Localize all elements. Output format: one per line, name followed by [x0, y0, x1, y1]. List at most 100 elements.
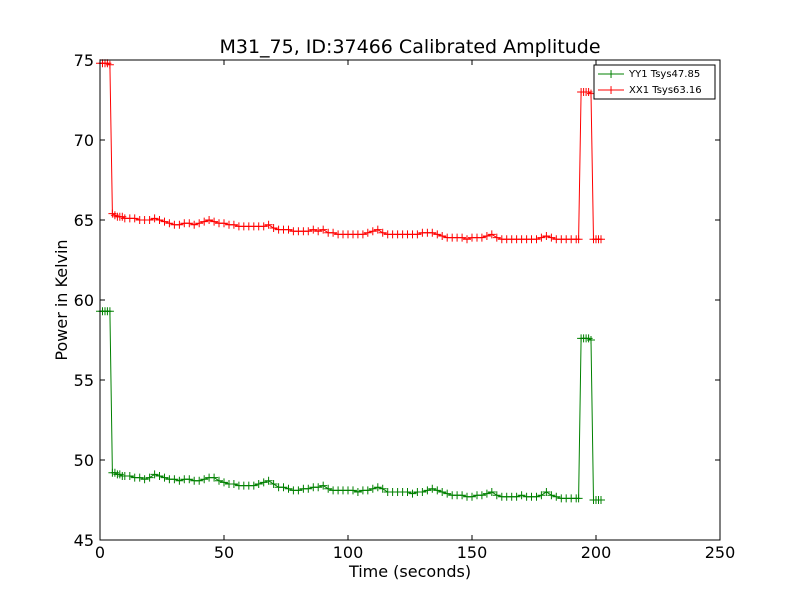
data-point-yy1: [150, 470, 159, 479]
data-point-xx1: [413, 230, 422, 239]
series-markers-xx1: [96, 59, 605, 244]
data-point-yy1: [403, 488, 412, 496]
data-point-yy1: [443, 489, 452, 498]
data-point-xx1: [597, 235, 605, 244]
data-point-yy1: [135, 473, 144, 482]
data-point-xx1: [105, 60, 114, 69]
y-tick-label: 65: [74, 211, 94, 230]
data-point-xx1: [155, 216, 164, 224]
data-point-yy1: [175, 476, 184, 485]
data-point-xx1: [160, 217, 169, 226]
data-point-xx1: [319, 225, 328, 234]
data-point-yy1: [368, 484, 377, 493]
y-tick-label: 70: [74, 131, 94, 150]
data-point-yy1: [294, 486, 303, 495]
x-tick-label: 50: [214, 543, 234, 562]
data-point-xx1: [269, 224, 278, 232]
data-point-yy1: [170, 475, 179, 484]
data-point-xx1: [205, 216, 214, 224]
data-point-xx1: [190, 220, 199, 229]
data-point-yy1: [324, 484, 333, 493]
data-point-yy1: [140, 475, 149, 484]
data-point-xx1: [284, 225, 293, 234]
y-tick-label: 45: [74, 531, 94, 550]
data-point-yy1: [145, 473, 154, 482]
chart-title: M31_75, ID:37466 Calibrated Amplitude: [219, 36, 600, 58]
data-point-xx1: [482, 232, 491, 240]
data-point-yy1: [353, 488, 362, 496]
data-point-xx1: [185, 219, 194, 228]
x-axis: 0 50 100 150 200 250: [95, 60, 735, 562]
data-point-xx1: [477, 233, 486, 242]
data-point-xx1: [145, 216, 154, 224]
data-point-xx1: [463, 235, 471, 244]
data-point-yy1: [264, 476, 273, 485]
plot-area: [100, 60, 720, 540]
data-point-yy1: [279, 483, 288, 492]
data-point-xx1: [433, 230, 442, 239]
data-point-yy1: [433, 486, 442, 495]
data-point-yy1: [249, 481, 258, 490]
data-point-xx1: [363, 228, 372, 237]
data-point-xx1: [542, 232, 551, 240]
data-point-yy1: [349, 486, 357, 495]
data-point-yy1: [125, 472, 134, 480]
data-point-yy1: [195, 476, 204, 485]
y-tick-label: 60: [74, 291, 94, 310]
data-point-xx1: [259, 222, 268, 231]
x-tick-label: 200: [581, 543, 612, 562]
data-point-xx1: [175, 220, 184, 229]
data-point-yy1: [160, 473, 169, 482]
data-point-xx1: [165, 219, 174, 228]
data-point-yy1: [259, 478, 268, 487]
data-point-yy1: [547, 491, 556, 500]
data-point-xx1: [428, 228, 437, 237]
data-point-xx1: [220, 219, 228, 228]
data-point-yy1: [468, 492, 476, 501]
data-point-xx1: [210, 217, 219, 226]
x-tick-label: 250: [705, 543, 736, 562]
data-point-yy1: [229, 480, 238, 488]
data-point-yy1: [304, 484, 313, 493]
series-layer: [96, 59, 605, 504]
data-point-yy1: [185, 475, 194, 484]
x-axis-label: Time (seconds): [348, 562, 471, 581]
data-point-yy1: [487, 488, 496, 496]
data-point-yy1: [517, 491, 526, 500]
data-point-yy1: [319, 481, 328, 490]
data-point-yy1: [200, 475, 209, 484]
data-point-yy1: [363, 486, 372, 495]
data-point-yy1: [423, 486, 432, 495]
x-tick-label: 100: [333, 543, 364, 562]
data-point-yy1: [314, 483, 323, 492]
data-point-yy1: [438, 488, 447, 496]
data-point-yy1: [537, 491, 546, 500]
legend: + YY1 Tsys47.85 + XX1 Tsys63.16: [593, 64, 716, 100]
data-point-xx1: [547, 233, 556, 242]
data-point-xx1: [304, 227, 313, 236]
data-point-xx1: [378, 228, 387, 237]
data-point-yy1: [512, 492, 521, 501]
data-point-xx1: [537, 233, 546, 242]
data-point-xx1: [314, 227, 323, 236]
data-point-yy1: [373, 483, 382, 492]
data-point-yy1: [210, 473, 219, 482]
legend-marker-xx1: +: [606, 83, 616, 97]
series-markers-yy1: [96, 307, 605, 504]
data-point-yy1: [105, 307, 114, 316]
data-point-xx1: [487, 230, 496, 239]
data-point-yy1: [428, 484, 437, 493]
data-point-yy1: [215, 476, 223, 485]
data-point-yy1: [155, 472, 164, 480]
data-point-yy1: [458, 491, 467, 500]
data-point-yy1: [477, 491, 486, 500]
data-point-xx1: [492, 233, 501, 242]
legend-label-yy1: YY1 Tsys47.85: [628, 69, 700, 80]
data-point-xx1: [373, 225, 382, 234]
data-point-yy1: [574, 494, 583, 503]
data-point-xx1: [358, 230, 367, 239]
data-point-yy1: [542, 488, 551, 496]
data-point-yy1: [284, 484, 293, 493]
y-axis: 45 50 55 60 65 70 75: [74, 51, 720, 550]
